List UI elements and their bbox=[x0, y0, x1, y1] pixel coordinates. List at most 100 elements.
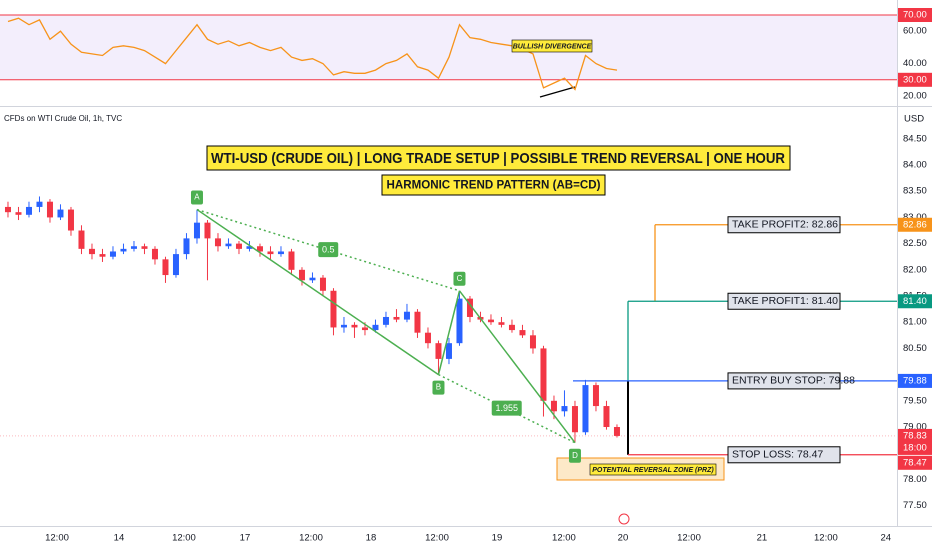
level-name-box bbox=[727, 372, 841, 390]
level-name-box bbox=[727, 446, 841, 464]
x-tick-label: 21 bbox=[757, 533, 768, 544]
candle-body bbox=[151, 248, 158, 260]
level-price-label: 78.47 bbox=[903, 457, 927, 468]
price-unit: USD bbox=[904, 114, 924, 125]
x-tick-label: 19 bbox=[492, 533, 503, 544]
candle-body bbox=[540, 348, 547, 401]
candle-body bbox=[25, 206, 32, 215]
y-tick-label: 83.00 bbox=[903, 212, 927, 223]
pattern-point-box bbox=[190, 190, 203, 205]
last-price-tag bbox=[898, 428, 932, 455]
candle-body bbox=[277, 251, 284, 255]
candle-body bbox=[487, 319, 494, 323]
candle-body bbox=[109, 251, 116, 257]
level-price-tag bbox=[898, 217, 932, 232]
candle-body bbox=[288, 251, 295, 270]
candle-body bbox=[561, 406, 568, 412]
pattern-leg bbox=[437, 290, 461, 375]
ratio-box bbox=[491, 400, 522, 416]
candle-body bbox=[298, 269, 305, 281]
pattern-point-label: D bbox=[572, 451, 578, 460]
level-price-label: 81.40 bbox=[903, 296, 927, 307]
ratio-label: 0.5 bbox=[322, 245, 335, 255]
prz-label-box bbox=[589, 463, 717, 476]
x-tick-label: 17 bbox=[240, 533, 251, 544]
candle-body bbox=[193, 222, 200, 239]
level-name-box bbox=[727, 292, 841, 310]
candle-body bbox=[340, 324, 347, 328]
symbol-header: CFDs on WTI Crude Oil, 1h, TVC bbox=[4, 114, 122, 123]
x-tick-label: 12:00 bbox=[45, 533, 69, 544]
candle-body bbox=[183, 238, 190, 255]
candle-body bbox=[78, 230, 85, 249]
x-tick-label: 12:00 bbox=[299, 533, 323, 544]
y-tick-label: 80.50 bbox=[903, 343, 927, 354]
candle-body bbox=[214, 238, 221, 247]
annotation: BULLISH DIVERGENCE bbox=[513, 43, 592, 50]
candle-body bbox=[393, 316, 400, 320]
prz-label: POTENTIAL REVERSAL ZONE (PRZ) bbox=[592, 467, 714, 474]
pattern-point-box bbox=[432, 380, 445, 395]
candle-body bbox=[613, 427, 620, 436]
event-icon[interactable] bbox=[618, 513, 630, 525]
x-tick-label: 20 bbox=[618, 533, 629, 544]
candle-body bbox=[603, 406, 610, 428]
y-tick-label: 79.00 bbox=[903, 422, 927, 433]
subtitle-box bbox=[381, 174, 606, 196]
candle-body bbox=[57, 209, 64, 218]
level-price-tag bbox=[898, 455, 932, 470]
candle-body bbox=[162, 259, 169, 276]
level-name: TAKE PROFIT1: 81.40 bbox=[732, 295, 838, 307]
candle-body bbox=[309, 277, 316, 281]
candle-body bbox=[130, 246, 137, 249]
y-tick-label: 77.50 bbox=[903, 500, 927, 511]
x-tick-label: 24 bbox=[880, 533, 891, 544]
candle-body bbox=[529, 335, 536, 349]
rsi-level-label: 30.00 bbox=[903, 74, 927, 85]
candle-body bbox=[235, 243, 242, 249]
countdown-label: 18:00 bbox=[903, 442, 927, 453]
level-name-box bbox=[727, 216, 841, 234]
rsi-tick-label: 60.00 bbox=[903, 26, 927, 37]
level-name: TAKE PROFIT2: 82.86 bbox=[732, 219, 838, 231]
candle-body bbox=[403, 311, 410, 320]
y-tick-label: 83.50 bbox=[903, 186, 927, 197]
candle-body bbox=[99, 254, 106, 257]
level-name: STOP LOSS: 78.47 bbox=[732, 449, 823, 461]
annotation-box bbox=[511, 39, 593, 53]
candle-body bbox=[498, 322, 505, 325]
last-price-label: 78.83 bbox=[903, 430, 927, 441]
candle-body bbox=[319, 277, 326, 291]
y-tick-label: 82.00 bbox=[903, 264, 927, 275]
divergence-line bbox=[539, 86, 576, 98]
candle-body bbox=[256, 246, 263, 252]
candle-body bbox=[267, 251, 274, 255]
candle-body bbox=[4, 206, 11, 213]
chart-subtitle: HARMONIC TREND PATTERN (AB=CD) bbox=[387, 178, 601, 192]
candle-body bbox=[204, 222, 211, 239]
y-tick-label: 81.00 bbox=[903, 317, 927, 328]
rsi-level-label: 70.00 bbox=[903, 10, 927, 21]
pattern-dotted-leg bbox=[196, 208, 460, 292]
level-price-tag bbox=[898, 294, 932, 309]
candle-body bbox=[15, 212, 22, 215]
pattern-point-label: B bbox=[436, 383, 441, 392]
x-tick-label: 12:00 bbox=[425, 533, 449, 544]
candle-body bbox=[46, 201, 53, 218]
y-tick-label: 79.50 bbox=[903, 395, 927, 406]
candle-body bbox=[435, 343, 442, 359]
level-name: ENTRY BUY STOP: 79.88 bbox=[732, 375, 855, 387]
rsi-level-tag bbox=[898, 8, 932, 23]
candle-body bbox=[372, 324, 379, 331]
candle-body bbox=[246, 246, 253, 249]
rsi-tick-label: 40.00 bbox=[903, 58, 927, 69]
pattern-leg bbox=[196, 208, 439, 376]
candle-body bbox=[519, 330, 526, 336]
candle-body bbox=[550, 400, 557, 412]
x-tick-label: 12:00 bbox=[552, 533, 576, 544]
candle-body bbox=[225, 243, 232, 247]
candle-body bbox=[466, 298, 473, 317]
candle-body bbox=[351, 324, 358, 328]
